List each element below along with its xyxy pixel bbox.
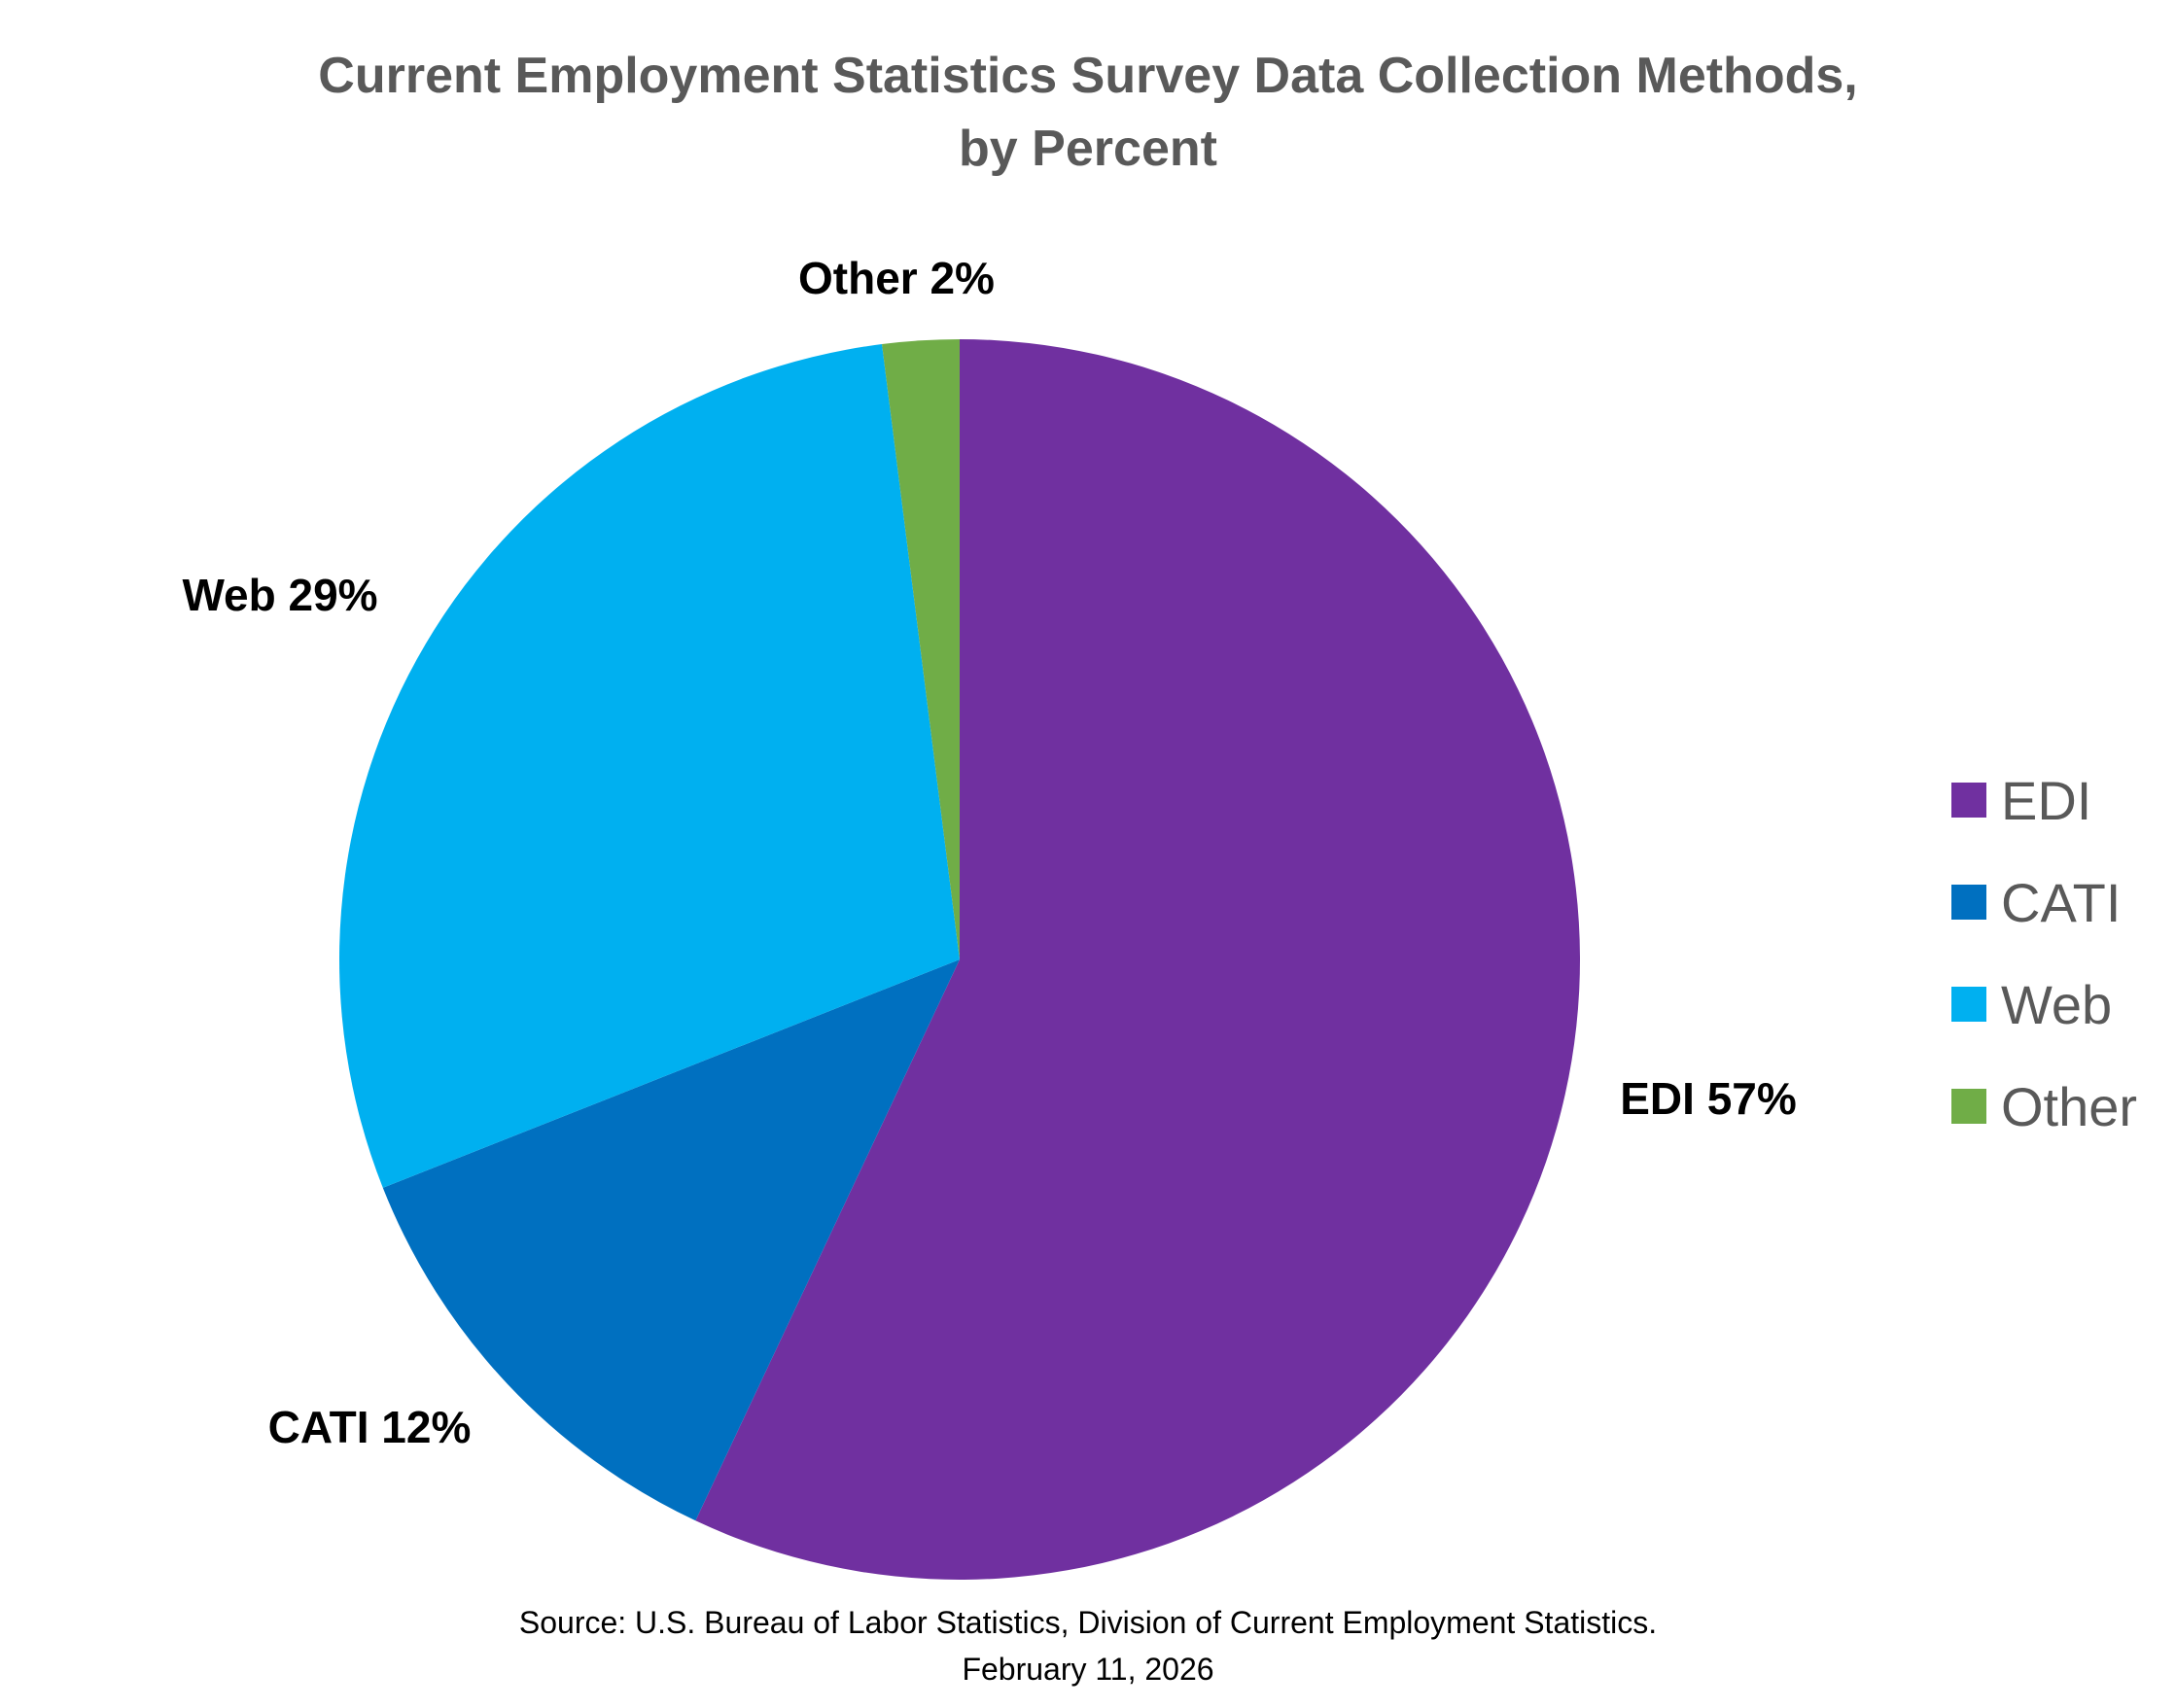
legend-swatch-edi [1951,783,1986,818]
legend-swatch-cati [1951,885,1986,920]
legend-label-cati: CATI [2001,872,2121,933]
pie-slice-cati [382,959,960,1521]
pie-slices [338,339,1580,1581]
pie-slice-other [882,339,960,959]
legend-swatch-web [1951,987,1986,1022]
data-label-edi: EDI 57% [1620,1073,1797,1124]
legend-label-other: Other [2001,1076,2137,1137]
legend: EDI CATI Web Other [1951,770,2137,1137]
data-label-cati: CATI 12% [268,1402,472,1452]
pie-slice-edi [695,339,1580,1581]
legend-label-web: Web [2001,974,2112,1035]
pie-slice-web [338,344,960,1188]
data-label-web: Web 29% [182,570,377,620]
source-note: Source: U.S. Bureau of Labor Statistics,… [519,1605,1657,1640]
data-label-other: Other 2% [798,253,995,303]
chart-title-line-1: Current Employment Statistics Survey Dat… [318,48,1857,104]
slice-data-labels: EDI 57% CATI 12% Web 29% Other 2% [182,253,1796,1452]
source-date: February 11, 2026 [962,1652,1213,1687]
legend-swatch-other [1951,1089,1986,1124]
legend-label-edi: EDI [2001,770,2091,831]
chart-title-line-2: by Percent [959,121,1217,177]
